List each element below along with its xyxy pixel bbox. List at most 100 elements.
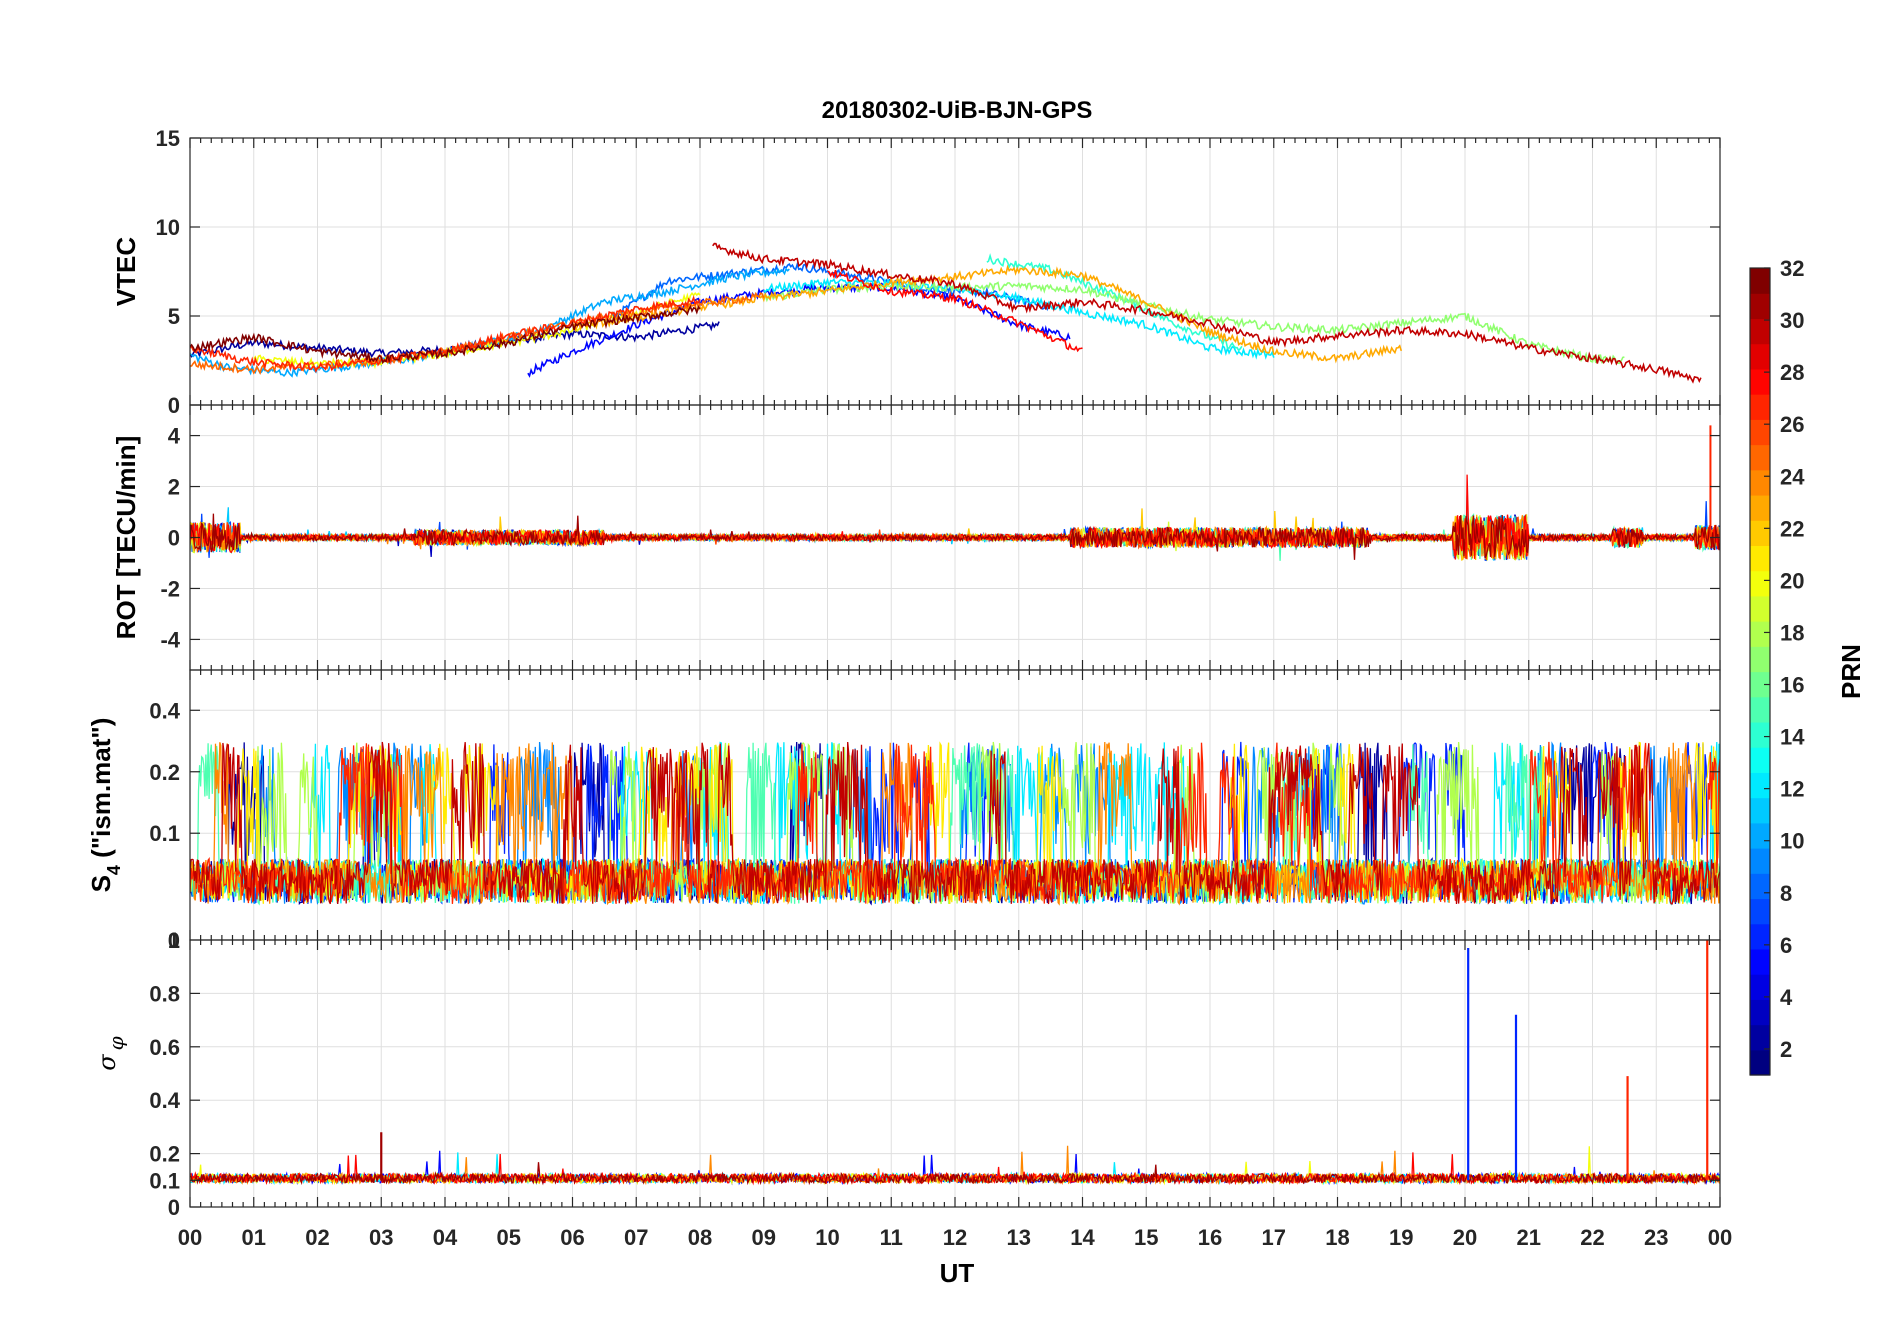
colorbar-segment	[1750, 974, 1770, 1000]
y-tick-label: 0.8	[149, 981, 180, 1006]
vtec-line-prn-12	[763, 277, 1275, 360]
y-tick-label: 0.2	[149, 1142, 180, 1167]
colorbar-label: PRN	[1836, 644, 1866, 699]
vtec-line-prn-30	[712, 242, 1702, 384]
x-tick-label: 16	[1198, 1225, 1222, 1250]
colorbar-tick-label: 20	[1780, 568, 1804, 593]
s4-top-tick-label: 0	[168, 928, 180, 953]
y-axis-label-vtec: VTEC	[111, 237, 141, 307]
colorbar-tick-label: 12	[1780, 777, 1804, 802]
y-tick-label: 0.1	[149, 821, 180, 846]
colorbar-tick-label: 18	[1780, 620, 1804, 645]
y-tick-label: 0	[168, 393, 180, 418]
y-tick-label: -2	[160, 576, 180, 601]
x-tick-label: 23	[1644, 1225, 1668, 1250]
colorbar-segment	[1750, 671, 1770, 698]
x-tick-label: 00	[178, 1225, 202, 1250]
x-tick-label: 02	[305, 1225, 329, 1250]
colorbar-segment	[1750, 494, 1770, 521]
colorbar-segment	[1750, 1049, 1770, 1076]
x-tick-label: 11	[880, 1225, 903, 1250]
panel-vtec: 0 5 10 15 VTEC	[111, 126, 1721, 418]
y-tick-label: 0.4	[149, 698, 180, 723]
y-tick-label: 0.6	[149, 1035, 180, 1060]
colorbar-tick-label: 14	[1780, 725, 1805, 750]
series-sigma_phi	[190, 940, 1720, 1186]
colorbar-segment	[1750, 848, 1770, 874]
series-vtec	[190, 242, 1702, 384]
colorbar-segment	[1750, 520, 1770, 547]
x-tick-label: 00	[1708, 1225, 1732, 1250]
panel-sigma_phi: 00.10.2 0.4 0.6 0.8 σφ	[93, 939, 1721, 1220]
vtec-line-prn-32	[190, 304, 701, 365]
y-tick-label: 0.1	[149, 1168, 180, 1193]
x-tick-label: 18	[1325, 1225, 1349, 1250]
colorbar-segment	[1750, 772, 1770, 799]
y-axis-label-sigma-phi: σφ	[93, 1036, 128, 1070]
y-tick-label: 2	[168, 475, 180, 500]
overlap-ticks: 01	[168, 928, 180, 953]
x-tick-label: 04	[433, 1225, 458, 1250]
vtec-line-prn-23	[572, 264, 1403, 364]
colorbar-segment	[1750, 696, 1770, 723]
x-tick-label: 07	[624, 1225, 648, 1250]
colorbar-segment	[1750, 318, 1770, 345]
vtec-line-prn-25	[190, 291, 765, 375]
y-tick-label: 10	[156, 215, 180, 240]
y-tick-label: 4	[168, 424, 181, 449]
x-tick-label: 03	[369, 1225, 393, 1250]
y-tick-label: 0	[168, 1195, 180, 1220]
x-axis-label: UT	[940, 1258, 975, 1288]
x-tick-label: 17	[1262, 1225, 1286, 1250]
colorbar-segment	[1750, 343, 1770, 370]
x-tick-label: 22	[1580, 1225, 1604, 1250]
colorbar-tick-label: 2	[1780, 1037, 1792, 1062]
series-s4	[190, 741, 1720, 906]
colorbar-segment	[1750, 444, 1770, 471]
x-axis-tick-labels: 00 01 02 03 04 05 06 07 08 09 10 11 12 13 14 15 16 17 18 19…	[178, 1225, 1732, 1250]
x-tick-label: 06	[560, 1225, 584, 1250]
rot-line-prn-24	[190, 515, 1720, 560]
x-tick-label: 15	[1134, 1225, 1158, 1250]
colorbar-tick-label: 16	[1780, 673, 1804, 698]
x-tick-label: 20	[1453, 1225, 1477, 1250]
rot-line-prn-31	[190, 513, 1720, 560]
colorbar-tick-label: 4	[1780, 985, 1793, 1010]
colorbar-tick-label: 24	[1780, 464, 1805, 489]
x-tick-label: 12	[943, 1225, 967, 1250]
colorbar-segment	[1750, 721, 1770, 748]
x-tick-label: 10	[815, 1225, 839, 1250]
colorbar-segment	[1750, 646, 1770, 673]
colorbar-tick-label: 26	[1780, 412, 1804, 437]
colorbar-segment	[1750, 570, 1770, 597]
x-tick-label: 13	[1007, 1225, 1031, 1250]
y-tick-label: 0	[168, 526, 180, 551]
colorbar-tick-label: 6	[1780, 933, 1792, 958]
y-axis-label-rot: ROT [TECU/min]	[111, 436, 141, 640]
colorbar-tick-label: 32	[1780, 256, 1804, 281]
y-tick-label: 0.2	[149, 760, 180, 785]
colorbar-segment	[1750, 873, 1770, 900]
vtec-line-prn-10	[190, 266, 790, 378]
colorbar-segment	[1750, 923, 1770, 950]
y-tick-label: -4	[160, 627, 180, 652]
colorbar-segment	[1750, 999, 1770, 1026]
vtec-line-prn-14	[986, 253, 1243, 352]
s4-line-prn-30	[190, 741, 1720, 905]
colorbar-segment	[1750, 293, 1770, 320]
colorbar-segment	[1750, 419, 1770, 446]
colorbar-segment	[1750, 394, 1770, 420]
vtec-line-prn-20	[253, 291, 701, 371]
colorbar-segment	[1750, 747, 1770, 773]
panel-s4: 0.1 0.2 0.4 S4 ("ism.mat")	[86, 669, 1721, 941]
colorbar-tick-label: 8	[1780, 881, 1792, 906]
chart-title: 20180302-UiB-BJN-GPS	[822, 97, 1093, 124]
s4-line-prn-15	[190, 742, 1720, 906]
vtec-line-prn-8	[603, 261, 1052, 325]
series-rot	[190, 425, 1720, 562]
colorbar-segment	[1750, 368, 1770, 395]
x-tick-label: 14	[1070, 1225, 1095, 1250]
